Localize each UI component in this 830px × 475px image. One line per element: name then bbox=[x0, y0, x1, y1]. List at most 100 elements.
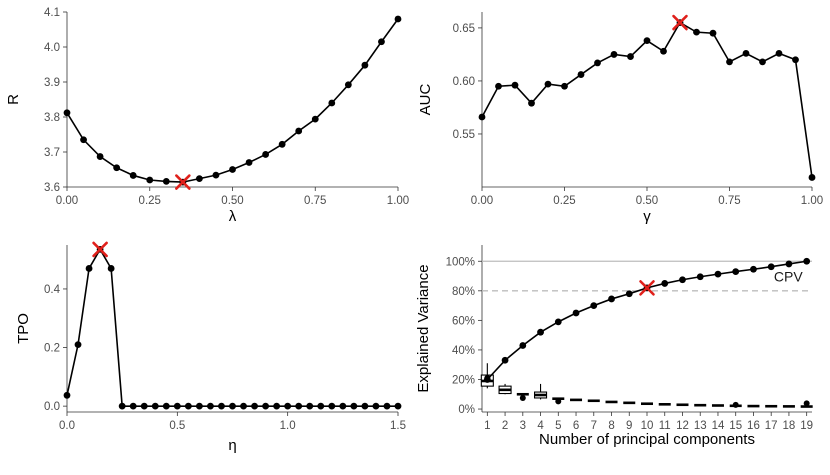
x-axis-label: λ bbox=[229, 208, 237, 225]
series-point bbox=[262, 402, 269, 410]
series-point bbox=[306, 402, 314, 410]
cpv-point bbox=[767, 263, 775, 271]
x-tick-label: 18 bbox=[783, 420, 796, 432]
cpv-point bbox=[501, 356, 509, 364]
cpv-point bbox=[750, 265, 757, 273]
series-point bbox=[295, 127, 303, 135]
series-point bbox=[245, 159, 253, 166]
cpv-point bbox=[554, 318, 562, 326]
x-tick-label: 7 bbox=[591, 420, 597, 432]
x-tick-label: 6 bbox=[573, 420, 579, 432]
x-tick-label: 17 bbox=[765, 420, 778, 432]
series-point bbox=[118, 402, 126, 410]
optimum-marker-icon bbox=[672, 14, 688, 31]
x-tick-label: 1 bbox=[484, 420, 490, 432]
x-tick-label: 0.25 bbox=[553, 195, 575, 207]
series-point bbox=[361, 61, 369, 69]
cpv-point bbox=[679, 276, 686, 284]
x-tick-label: 14 bbox=[712, 420, 725, 432]
y-axis-label: Explained Variance bbox=[415, 264, 432, 392]
series-point bbox=[295, 402, 303, 410]
series-point bbox=[759, 58, 766, 66]
x-tick-label: 0.0 bbox=[59, 420, 75, 432]
x-tick-label: 8 bbox=[608, 420, 614, 432]
x-tick-label: 11 bbox=[659, 420, 671, 432]
optimum-marker-icon bbox=[175, 174, 191, 190]
series-point bbox=[273, 402, 281, 410]
series-point bbox=[229, 402, 236, 410]
series-point bbox=[196, 402, 203, 410]
x-tick-label: 0.00 bbox=[471, 195, 493, 207]
x-tick-label: 0.50 bbox=[636, 195, 658, 207]
series-point bbox=[218, 402, 225, 410]
series-line bbox=[66, 18, 399, 183]
series-point bbox=[311, 115, 319, 123]
series-point bbox=[184, 402, 192, 410]
series-point bbox=[162, 178, 170, 185]
outlier-point bbox=[732, 401, 739, 408]
series-point bbox=[63, 109, 71, 117]
x-tick-label: 0.75 bbox=[718, 195, 740, 207]
x-tick-label: 1.0 bbox=[280, 420, 296, 432]
series-point bbox=[328, 99, 336, 107]
series-point bbox=[207, 402, 214, 410]
series-point bbox=[378, 38, 385, 46]
series-point bbox=[107, 265, 115, 272]
cpv-line bbox=[486, 260, 807, 381]
series-point bbox=[660, 47, 667, 55]
x-tick-label: 4 bbox=[537, 420, 544, 432]
series-point bbox=[173, 402, 181, 410]
series-point bbox=[140, 402, 148, 410]
series-point bbox=[129, 172, 137, 179]
x-axis-label: Number of principal components bbox=[539, 431, 755, 448]
x-tick-label: 1.00 bbox=[387, 195, 409, 207]
x-tick-label: 5 bbox=[555, 420, 561, 432]
cpv-point bbox=[714, 270, 722, 278]
x-tick-label: 0.50 bbox=[221, 195, 243, 207]
series-point bbox=[350, 402, 358, 410]
series-line bbox=[66, 247, 398, 407]
series-point bbox=[80, 136, 87, 144]
outlier-point bbox=[803, 400, 810, 407]
x-tick-label: 9 bbox=[626, 420, 632, 432]
series-point bbox=[544, 80, 552, 88]
y-tick-label: 100% bbox=[446, 256, 475, 268]
y-tick-label: 40% bbox=[452, 345, 475, 357]
series-point bbox=[478, 113, 486, 121]
series-point bbox=[129, 402, 137, 410]
series-point bbox=[528, 99, 535, 107]
optimum-marker-icon bbox=[92, 241, 108, 258]
series-point bbox=[394, 402, 402, 410]
cpv-point bbox=[572, 309, 580, 317]
y-tick-label: 0.65 bbox=[453, 23, 475, 35]
series-point bbox=[372, 402, 380, 410]
series-point bbox=[495, 82, 502, 90]
y-tick-label: 0% bbox=[458, 404, 475, 416]
y-tick-label: 3.7 bbox=[44, 147, 60, 159]
y-tick-label: 4.0 bbox=[44, 42, 60, 54]
series-point bbox=[212, 171, 220, 179]
series-point bbox=[74, 341, 82, 349]
series-point bbox=[709, 29, 717, 37]
series-point bbox=[339, 402, 347, 410]
series-point bbox=[317, 402, 325, 410]
series-point bbox=[113, 164, 121, 172]
series-point bbox=[742, 49, 750, 57]
series-point bbox=[63, 391, 71, 399]
cpv-point bbox=[696, 273, 704, 281]
cpv-point bbox=[483, 376, 491, 383]
x-axis-label: η bbox=[228, 437, 236, 454]
x-tick-label: 0.75 bbox=[304, 195, 326, 207]
cpv-point bbox=[625, 290, 633, 298]
series-point bbox=[726, 58, 733, 66]
series-point bbox=[196, 175, 203, 183]
cpv-annotation: CPV bbox=[774, 268, 803, 284]
y-tick-label: 3.6 bbox=[44, 182, 60, 194]
series-point bbox=[693, 28, 700, 36]
series-point bbox=[146, 176, 154, 184]
series-point bbox=[594, 59, 601, 67]
series-point bbox=[511, 81, 519, 89]
cpv-point bbox=[608, 295, 615, 303]
x-tick-label: 10 bbox=[641, 420, 654, 432]
